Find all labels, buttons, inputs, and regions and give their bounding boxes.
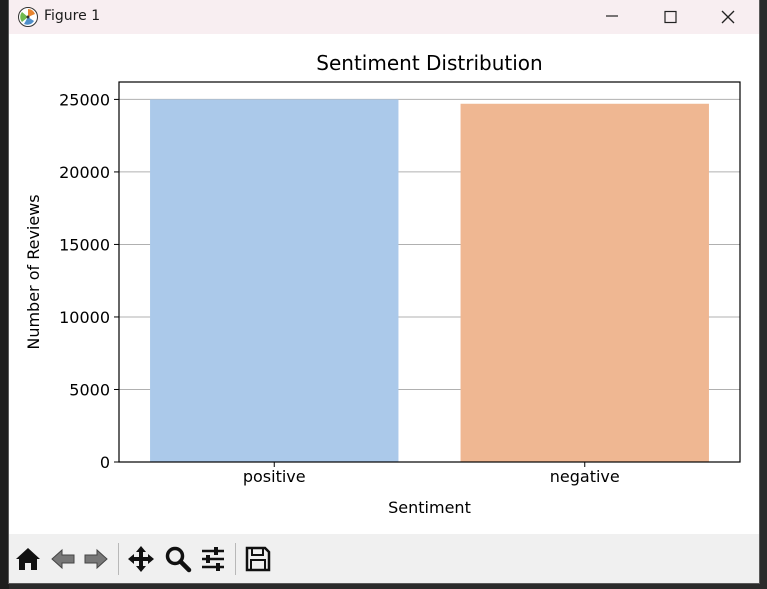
y-tick-label: 20000 <box>59 163 110 182</box>
configure-subplots-icon <box>202 547 224 571</box>
toolbar-separator <box>235 543 236 575</box>
minimize-button[interactable] <box>583 0 641 34</box>
figure-window: Figure 1 positive negative 0 5000 10000 15000… <box>9 0 759 583</box>
figure-canvas[interactable]: positive negative 0 5000 10000 15000 20000 2500… <box>9 34 759 534</box>
back-arrow-icon <box>51 548 75 570</box>
bar-positive <box>150 99 399 463</box>
maximize-button[interactable] <box>641 0 699 34</box>
zoom-magnifier-icon <box>165 546 192 573</box>
matplotlib-app-icon <box>17 6 39 28</box>
bar-negative <box>460 103 709 462</box>
configure-subplots-button[interactable] <box>199 545 227 573</box>
zoom-button[interactable] <box>164 545 192 573</box>
toolbar-separator <box>118 543 119 575</box>
forward-arrow-icon <box>84 548 108 570</box>
close-button[interactable] <box>699 0 757 34</box>
save-floppy-icon <box>245 546 271 572</box>
y-tick-label: 0 <box>100 453 110 472</box>
y-tick-label: 25000 <box>59 90 110 109</box>
back-button[interactable] <box>49 545 77 573</box>
home-icon <box>16 548 40 570</box>
chart-title: Sentiment Distribution <box>316 51 542 75</box>
close-icon <box>721 10 735 24</box>
background-strip <box>0 0 9 589</box>
axes-frame <box>118 81 741 463</box>
pan-button[interactable] <box>127 545 155 573</box>
maximize-icon <box>664 10 677 24</box>
y-tick-label: 15000 <box>59 235 110 254</box>
navigation-toolbar <box>9 534 759 583</box>
x-tick-label-positive: positive <box>243 467 306 486</box>
title-bar[interactable]: Figure 1 <box>9 0 759 34</box>
x-axis-label: Sentiment <box>388 498 471 517</box>
bar-chart: positive negative 0 5000 10000 15000 20000 2500… <box>24 51 741 517</box>
pan-move-icon <box>128 546 154 572</box>
save-button[interactable] <box>244 545 272 573</box>
y-axis-label: Number of Reviews <box>24 194 43 349</box>
forward-button[interactable] <box>82 545 110 573</box>
minimize-icon <box>606 15 618 17</box>
x-tick-label-negative: negative <box>550 467 620 486</box>
home-button[interactable] <box>14 545 42 573</box>
window-title: Figure 1 <box>44 8 101 24</box>
y-tick-label: 10000 <box>59 308 110 327</box>
y-tick-label: 5000 <box>69 380 110 399</box>
